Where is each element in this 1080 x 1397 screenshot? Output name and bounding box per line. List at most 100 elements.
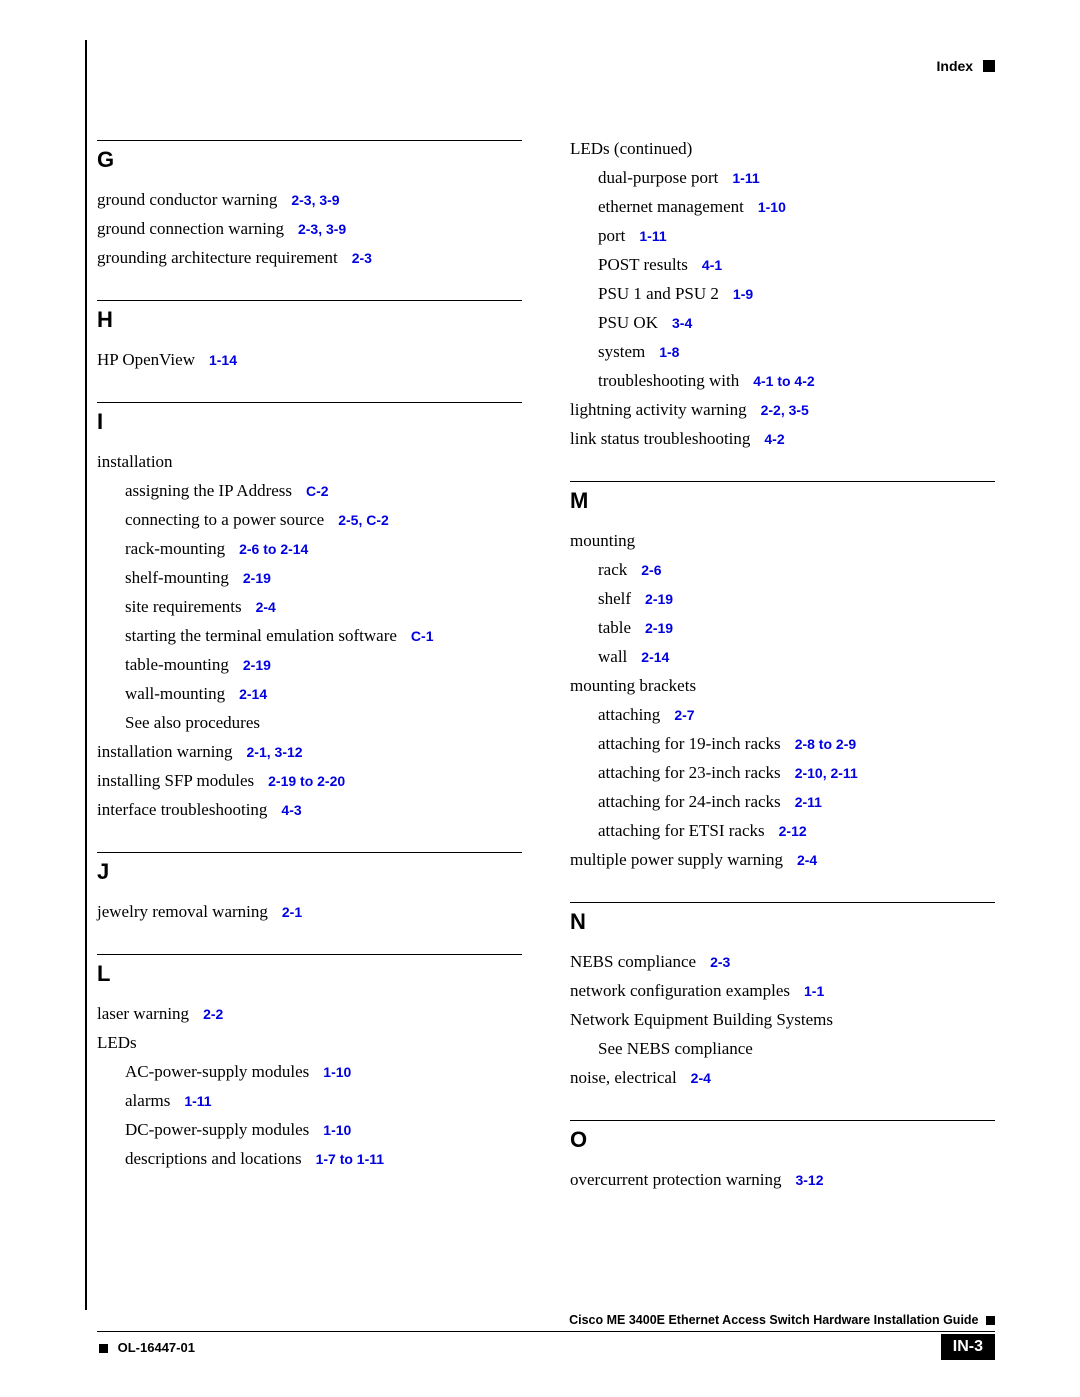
section-letter: I xyxy=(97,409,522,435)
entry-text: descriptions and locations xyxy=(125,1149,302,1168)
entry-text: troubleshooting with xyxy=(598,371,739,390)
page-reference-link[interactable]: 1-10 xyxy=(758,199,786,215)
page-reference-link[interactable]: 1-1 xyxy=(804,983,824,999)
page-reference-link[interactable]: 3-4 xyxy=(672,315,692,331)
section-letter: G xyxy=(97,147,522,173)
entry-text: assigning the IP Address xyxy=(125,481,292,500)
entry-text: ethernet management xyxy=(598,197,744,216)
page-reference-link[interactable]: 2-19 xyxy=(243,657,271,673)
page-reference-link[interactable]: 4-1 to 4-2 xyxy=(753,373,814,389)
page-reference-link[interactable]: 1-9 xyxy=(733,286,753,302)
page-reference-link[interactable]: 2-4 xyxy=(797,852,817,868)
section-letter: J xyxy=(97,859,522,885)
page-reference-link[interactable]: 4-1 xyxy=(702,257,722,273)
footer-square-left-icon xyxy=(99,1344,108,1353)
page-reference-link[interactable]: 1-7 to 1-11 xyxy=(316,1151,384,1167)
page-reference-link[interactable]: 1-10 xyxy=(323,1064,351,1080)
index-section: Oovercurrent protection warning3-12 xyxy=(570,1120,995,1188)
entry-text: site requirements xyxy=(125,597,242,616)
page-reference-link[interactable]: 2-19 xyxy=(645,620,673,636)
page-reference-link[interactable]: 3-12 xyxy=(795,1172,823,1188)
entry-text: installing SFP modules xyxy=(97,771,254,790)
page-reference-link[interactable]: 2-11 xyxy=(795,794,822,810)
page-reference-link[interactable]: 1-10 xyxy=(323,1122,351,1138)
page-reference-link[interactable]: 2-3 xyxy=(352,250,372,266)
index-entry: dual-purpose port1-11 xyxy=(570,169,995,186)
index-entry: lightning activity warning 2-2, 3-5 xyxy=(570,401,995,418)
page-reference-link[interactable]: C-1 xyxy=(411,628,434,644)
index-entry: ground conductor warning 2-3, 3-9 xyxy=(97,191,522,208)
section-rule xyxy=(97,300,522,301)
page-reference-link[interactable]: 2-6 to 2-14 xyxy=(239,541,308,557)
page-reference-link[interactable]: 1-11 xyxy=(639,228,666,244)
index-entry: site requirements 2-4 xyxy=(97,598,522,615)
footer-row: OL-16447-01 IN-3 xyxy=(85,1334,995,1360)
index-entry: multiple power supply warning2-4 xyxy=(570,851,995,868)
page-reference-link[interactable]: 2-19 xyxy=(645,591,673,607)
entry-text: attaching for ETSI racks xyxy=(598,821,765,840)
index-section: LEDs (continued)dual-purpose port1-11eth… xyxy=(570,140,995,447)
page-reference-link[interactable]: 2-14 xyxy=(641,649,669,665)
footer-guide-title: Cisco ME 3400E Ethernet Access Switch Ha… xyxy=(85,1313,995,1327)
page-reference-link[interactable]: 2-1 xyxy=(282,904,302,920)
page-reference-link[interactable]: 2-19 to 2-20 xyxy=(268,773,345,789)
page-reference-link[interactable]: 2-12 xyxy=(779,823,807,839)
section-rule xyxy=(570,481,995,482)
page-reference-link[interactable]: 2-4 xyxy=(256,599,276,615)
page-reference-link[interactable]: 4-2 xyxy=(764,431,784,447)
page-reference-link[interactable]: 1-8 xyxy=(659,344,679,360)
index-entry: installation xyxy=(97,453,522,470)
entry-text: system xyxy=(598,342,645,361)
index-entry: LEDs xyxy=(97,1034,522,1051)
entry-text: starting the terminal emulation software xyxy=(125,626,397,645)
entry-text: mounting brackets xyxy=(570,676,696,695)
page-reference-link[interactable]: 1-11 xyxy=(184,1093,211,1109)
page-reference-link[interactable]: 2-14 xyxy=(239,686,267,702)
index-entry: port1-11 xyxy=(570,227,995,244)
entry-text: laser warning xyxy=(97,1004,189,1023)
page-reference-link[interactable]: 2-3, 3-9 xyxy=(291,192,339,208)
page-reference-link[interactable]: 2-4 xyxy=(691,1070,711,1086)
page-reference-link[interactable]: 2-3, 3-9 xyxy=(298,221,346,237)
entry-text: interface troubleshooting xyxy=(97,800,267,819)
page-reference-link[interactable]: C-2 xyxy=(306,483,329,499)
section-rule xyxy=(570,1120,995,1121)
page-reference-link[interactable]: 2-3 xyxy=(710,954,730,970)
index-entry: wall 2-14 xyxy=(570,648,995,665)
page-reference-link[interactable]: 1-11 xyxy=(732,170,759,186)
page-reference-link[interactable]: 2-2, 3-5 xyxy=(761,402,809,418)
entry-text: ground conductor warning xyxy=(97,190,277,209)
page-reference-link[interactable]: 2-5, C-2 xyxy=(338,512,389,528)
page-reference-link[interactable]: 2-2 xyxy=(203,1006,223,1022)
entry-text: shelf-mounting xyxy=(125,568,229,587)
footer: Cisco ME 3400E Ethernet Access Switch Ha… xyxy=(85,1315,995,1360)
page-reference-link[interactable]: 2-19 xyxy=(243,570,271,586)
page-reference-link[interactable]: 2-10, 2-11 xyxy=(795,765,858,781)
page-reference-link[interactable]: 1-14 xyxy=(209,352,237,368)
index-entry: HP OpenView 1-14 xyxy=(97,351,522,368)
index-entry: assigning the IP Address C-2 xyxy=(97,482,522,499)
index-entry: attaching for 23-inch racks2-10, 2-11 xyxy=(570,764,995,781)
entry-text: AC-power-supply modules xyxy=(125,1062,309,1081)
index-entry: overcurrent protection warning3-12 xyxy=(570,1171,995,1188)
page-reference-link[interactable]: 2-8 to 2-9 xyxy=(795,736,856,752)
entry-text: wall xyxy=(598,647,627,666)
page-reference-link[interactable]: 2-7 xyxy=(674,707,694,723)
left-vertical-rule xyxy=(85,40,87,1310)
index-entry: table-mounting2-19 xyxy=(97,656,522,673)
entry-text: HP OpenView xyxy=(97,350,195,369)
index-entry: ethernet management 1-10 xyxy=(570,198,995,215)
index-entry: NEBS compliance2-3 xyxy=(570,953,995,970)
index-section: Mmountingrack2-6shelf2-19table2-19wall2-… xyxy=(570,481,995,868)
footer-square-icon xyxy=(986,1316,995,1325)
index-section: NNEBS compliance2-3network configuration… xyxy=(570,902,995,1086)
entry-text: shelf xyxy=(598,589,631,608)
index-entry: table2-19 xyxy=(570,619,995,636)
page-reference-link[interactable]: 2-6 xyxy=(641,562,661,578)
index-entry: system 1-8 xyxy=(570,343,995,360)
entry-text: link status troubleshooting xyxy=(570,429,750,448)
index-entry: attaching for 24-inch racks2-11 xyxy=(570,793,995,810)
page-reference-link[interactable]: 4-3 xyxy=(281,802,301,818)
entry-text: lightning activity warning xyxy=(570,400,747,419)
page-reference-link[interactable]: 2-1, 3-12 xyxy=(247,744,303,760)
